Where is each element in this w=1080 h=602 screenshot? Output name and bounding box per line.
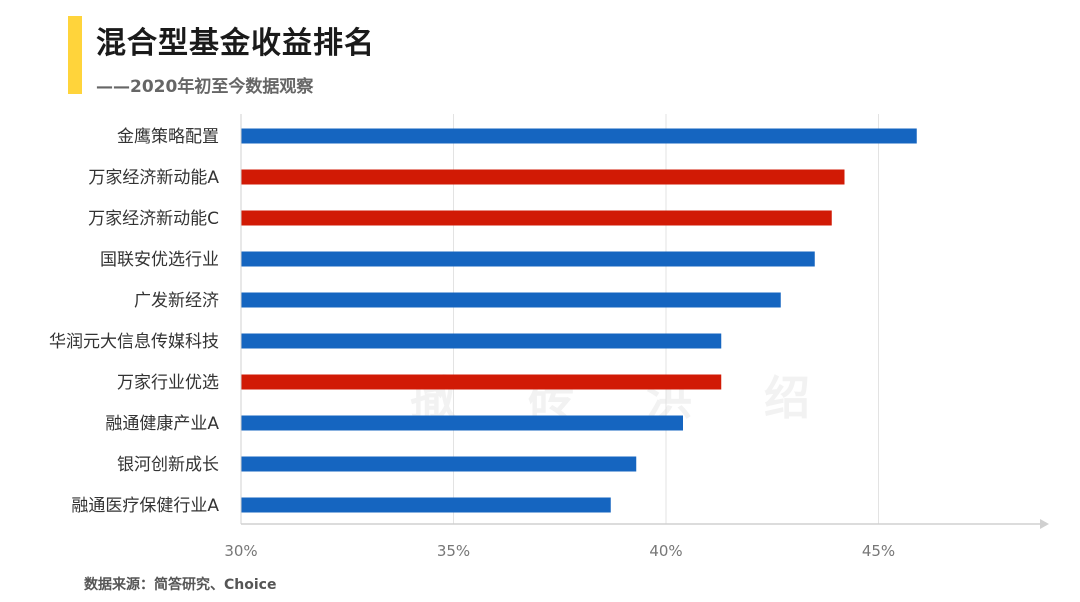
bar [241,251,815,267]
title-accent-bar [68,16,82,94]
bar [241,497,611,513]
category-label: 金鹰策略配置 [117,127,219,147]
chart-title: 混合型基金收益排名 [96,26,375,61]
bar [241,128,917,144]
bar [241,292,781,308]
bar [241,169,845,185]
category-label: 国联安优选行业 [100,250,219,270]
category-label: 万家行业优选 [117,373,219,393]
x-tick-label: 35% [437,542,470,560]
x-axis: 30% 35% 40% 45% [224,114,1049,560]
x-tick-label: 45% [862,542,895,560]
bar [241,333,722,349]
x-axis-arrow [1040,519,1049,529]
x-tick-label: 40% [649,542,682,560]
category-label: 华润元大信息传媒科技 [49,332,219,352]
bar [241,210,832,226]
chart-subtitle: ——2020年初至今数据观察 [96,77,314,97]
category-label: 万家经济新动能C [88,209,219,229]
bar [241,415,683,431]
x-tick-label: 30% [224,542,257,560]
bar [241,374,722,390]
bar [241,456,637,472]
category-label: 广发新经济 [134,291,219,311]
category-label: 万家经济新动能A [88,168,219,188]
data-source-note: 数据来源：简答研究、Choice [84,577,277,593]
bars [241,128,917,513]
category-label: 融通健康产业A [105,414,219,434]
category-label: 银河创新成长 [117,455,219,475]
category-label: 融通医疗保健行业A [71,496,219,516]
